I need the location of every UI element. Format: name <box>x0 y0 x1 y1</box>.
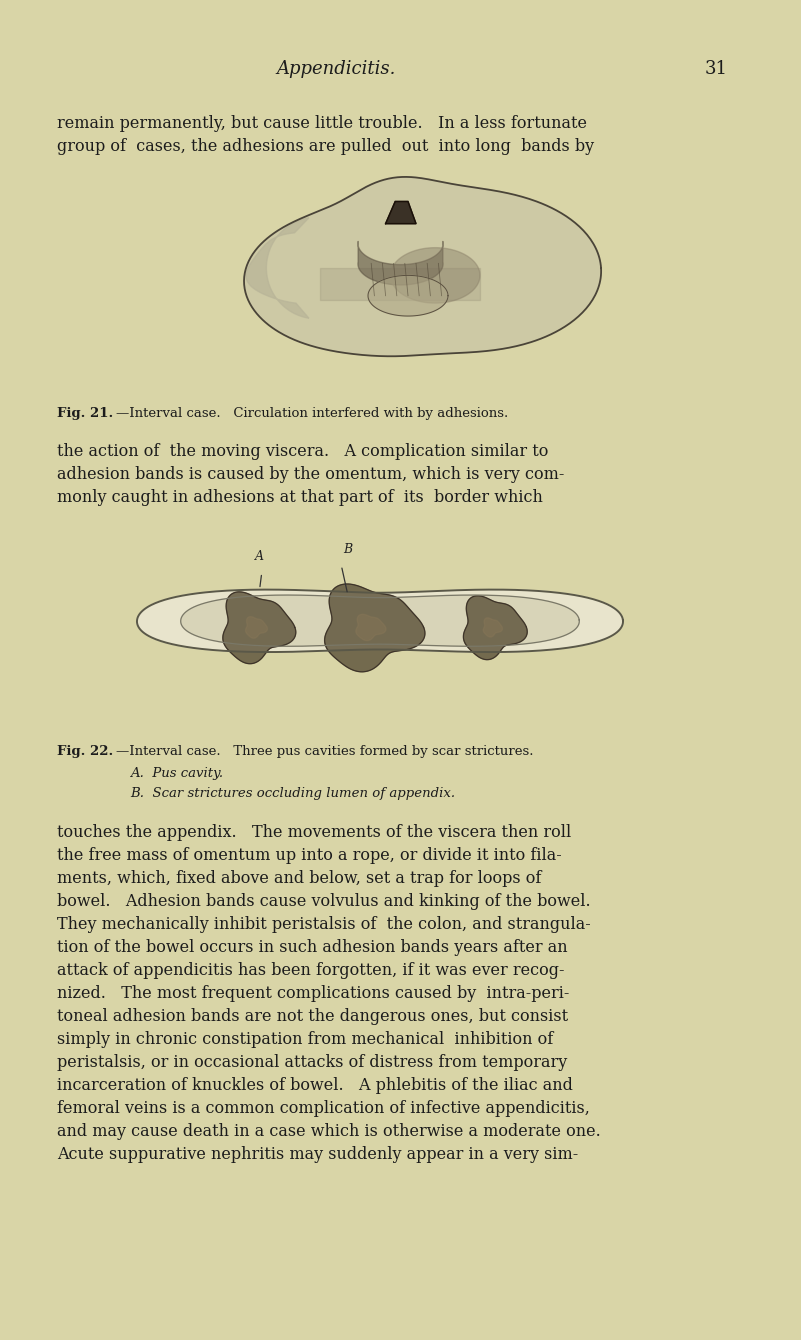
Text: adhesion bands is caused by the omentum, which is very com-: adhesion bands is caused by the omentum,… <box>57 466 565 482</box>
Polygon shape <box>244 177 601 356</box>
Text: —Interval case.   Three pus cavities formed by scar strictures.: —Interval case. Three pus cavities forme… <box>116 745 533 758</box>
Text: group of  cases, the adhesions are pulled  out  into long  bands by: group of cases, the adhesions are pulled… <box>57 138 594 155</box>
Text: touches the appendix.   The movements of the viscera then roll: touches the appendix. The movements of t… <box>57 824 571 842</box>
Text: B.  Scar strictures occluding lumen of appendix.: B. Scar strictures occluding lumen of ap… <box>130 787 455 800</box>
Polygon shape <box>356 614 386 641</box>
Text: incarceration of knuckles of bowel.   A phlebitis of the iliac and: incarceration of knuckles of bowel. A ph… <box>57 1077 573 1093</box>
Text: peristalsis, or in occasional attacks of distress from temporary: peristalsis, or in occasional attacks of… <box>57 1055 567 1071</box>
Text: monly caught in adhesions at that part of  its  border which: monly caught in adhesions at that part o… <box>57 489 543 507</box>
Polygon shape <box>390 248 480 303</box>
Polygon shape <box>368 276 448 316</box>
Text: toneal adhesion bands are not the dangerous ones, but consist: toneal adhesion bands are not the danger… <box>57 1008 568 1025</box>
Text: tion of the bowel occurs in such adhesion bands years after an: tion of the bowel occurs in such adhesio… <box>57 939 568 955</box>
Polygon shape <box>137 590 623 653</box>
Text: attack of appendicitis has been forgotten, if it was ever recog-: attack of appendicitis has been forgotte… <box>57 962 565 980</box>
Text: Appendicitis.: Appendicitis. <box>276 60 396 78</box>
Text: A.  Pus cavity.: A. Pus cavity. <box>130 766 223 780</box>
Text: They mechanically inhibit peristalsis of  the colon, and strangula-: They mechanically inhibit peristalsis of… <box>57 917 591 933</box>
Text: Acute suppurative nephritis may suddenly appear in a very sim-: Acute suppurative nephritis may suddenly… <box>57 1146 578 1163</box>
Polygon shape <box>181 595 579 646</box>
Text: Fig. 21.: Fig. 21. <box>57 407 113 419</box>
Text: nized.   The most frequent complications caused by  intra-peri-: nized. The most frequent complications c… <box>57 985 570 1002</box>
Text: the free mass of omentum up into a rope, or divide it into fila-: the free mass of omentum up into a rope,… <box>57 847 562 864</box>
Text: bowel.   Adhesion bands cause volvulus and kinking of the bowel.: bowel. Adhesion bands cause volvulus and… <box>57 892 590 910</box>
Text: simply in chronic constipation from mechanical  inhibition of: simply in chronic constipation from mech… <box>57 1030 553 1048</box>
Polygon shape <box>246 218 309 318</box>
Text: ments, which, fixed above and below, set a trap for loops of: ments, which, fixed above and below, set… <box>57 870 541 887</box>
Text: remain permanently, but cause little trouble.   In a less fortunate: remain permanently, but cause little tro… <box>57 115 587 133</box>
Text: B: B <box>343 543 352 556</box>
Text: the action of  the moving viscera.   A complication similar to: the action of the moving viscera. A comp… <box>57 444 549 460</box>
Polygon shape <box>324 584 425 671</box>
Polygon shape <box>246 616 268 638</box>
Text: 31: 31 <box>705 60 728 78</box>
Polygon shape <box>385 201 416 224</box>
Polygon shape <box>223 592 296 663</box>
Text: femoral veins is a common complication of infective appendicitis,: femoral veins is a common complication o… <box>57 1100 590 1118</box>
Text: —Interval case.   Circulation interfered with by adhesions.: —Interval case. Circulation interfered w… <box>116 407 509 419</box>
Polygon shape <box>483 618 502 636</box>
Text: and may cause death in a case which is otherwise a moderate one.: and may cause death in a case which is o… <box>57 1123 601 1140</box>
Polygon shape <box>464 596 527 659</box>
Text: A: A <box>255 551 264 563</box>
Text: Fig. 22.: Fig. 22. <box>57 745 113 758</box>
